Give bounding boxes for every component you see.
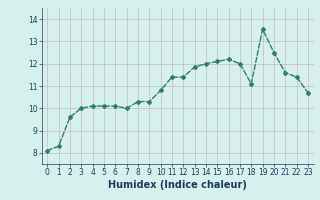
X-axis label: Humidex (Indice chaleur): Humidex (Indice chaleur)	[108, 180, 247, 190]
